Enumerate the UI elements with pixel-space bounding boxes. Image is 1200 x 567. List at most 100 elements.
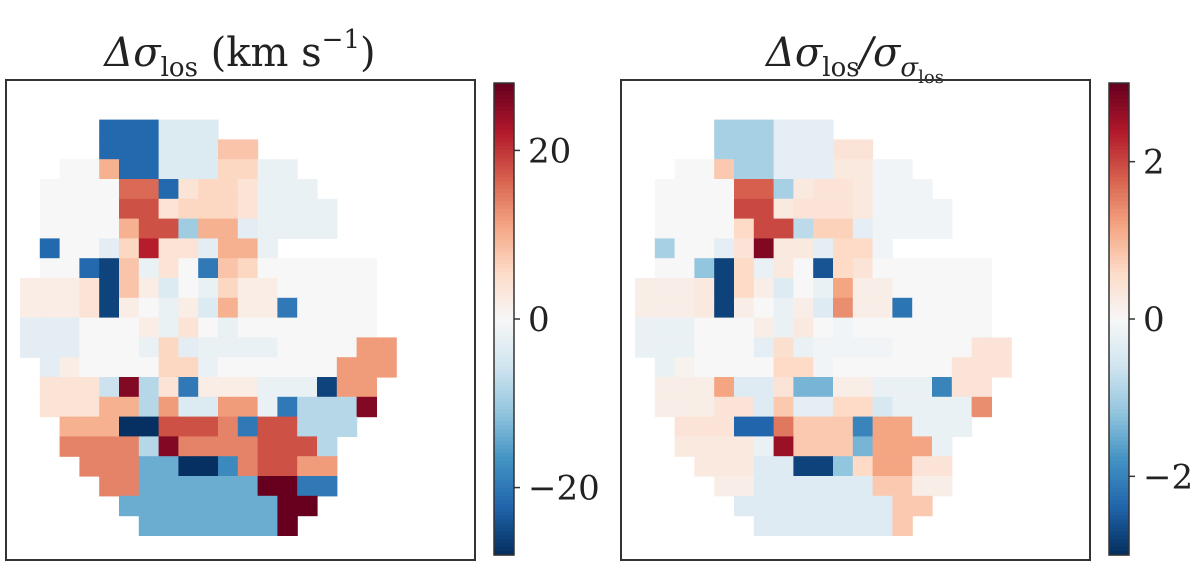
colorbar-segment — [1109, 165, 1129, 171]
heatmap-cell — [198, 258, 219, 279]
heatmap-cell — [257, 238, 278, 259]
heatmap-cell — [237, 179, 259, 200]
colorbar-segment — [494, 531, 514, 536]
heatmap-cell — [674, 436, 695, 457]
heatmap-cell — [317, 297, 338, 319]
heatmap-cell — [872, 416, 893, 437]
heatmap-cell — [734, 436, 755, 457]
heatmap-cell — [694, 218, 715, 239]
heatmap-cell — [218, 456, 239, 477]
heatmap-cell — [218, 198, 239, 220]
heatmap-cell — [218, 357, 239, 378]
heatmap-cell — [99, 119, 120, 140]
heatmap-cell — [59, 218, 80, 239]
heatmap-cell — [773, 198, 794, 220]
colorbar-segment — [1109, 134, 1129, 139]
heatmap-cell — [317, 258, 338, 279]
heatmap-cell — [317, 317, 338, 338]
heatmap-cell — [793, 119, 814, 140]
title-right-subsub: los — [918, 67, 944, 88]
heatmap-cell — [198, 476, 219, 497]
heatmap-cell — [277, 515, 298, 536]
colorbar-segment — [1109, 334, 1129, 340]
heatmap-cell — [178, 357, 199, 378]
heatmap-cell — [297, 495, 318, 517]
colorbar-segment — [494, 267, 514, 273]
colorbar-segment — [494, 342, 514, 348]
heatmap-cell — [872, 515, 893, 536]
title-right-sub: los — [822, 53, 859, 83]
heatmap-cell — [198, 515, 219, 536]
heatmap-cell — [932, 396, 953, 418]
heatmap-cell — [79, 297, 100, 319]
colorbar-segment — [494, 98, 514, 104]
heatmap-cell — [813, 297, 834, 319]
heatmap-cell — [119, 337, 140, 358]
colorbar-segment — [494, 405, 514, 411]
colorbar-segment — [494, 381, 514, 387]
colorbar-segment — [494, 366, 514, 371]
heatmap-cell — [59, 436, 80, 457]
colorbar-segment — [1109, 185, 1129, 190]
heatmap-cell — [932, 198, 953, 220]
colorbar-segment — [494, 110, 514, 116]
colorbar-segment — [494, 519, 514, 525]
heatmap-cell — [714, 238, 735, 259]
colorbar-segment — [494, 503, 514, 509]
heatmap-cell — [99, 416, 120, 437]
colorbar-segment — [1109, 496, 1129, 501]
heatmap-cell — [178, 218, 199, 239]
colorbar-segment — [1109, 511, 1129, 517]
colorbar-segment — [1109, 350, 1129, 355]
heatmap-cell — [79, 258, 100, 279]
heatmap-cell — [119, 119, 140, 140]
colorbar-segment — [1109, 118, 1129, 123]
heatmap-cell — [138, 218, 160, 239]
colorbar-segment — [1109, 90, 1129, 96]
heatmap-cell — [138, 179, 160, 200]
heatmap-cell — [734, 495, 755, 517]
heatmap-cell — [198, 278, 219, 299]
heatmap-cell — [158, 515, 179, 536]
colorbar-segment — [1109, 204, 1129, 210]
colorbar-segment — [1109, 283, 1129, 289]
colorbar-segment — [1109, 322, 1129, 328]
heatmap-cell — [753, 238, 775, 259]
colorbar-segment — [494, 429, 514, 434]
heatmap-right — [635, 119, 1012, 536]
heatmap-cell — [892, 198, 913, 220]
colorbar-segment — [494, 444, 514, 450]
colorbar-segment — [494, 496, 514, 501]
heatmap-cell — [892, 416, 913, 437]
heatmap-cell — [813, 238, 834, 259]
heatmap-cell — [932, 278, 953, 299]
heatmap-cell — [317, 357, 338, 378]
heatmap-cell — [198, 436, 219, 457]
heatmap-cell — [872, 357, 893, 378]
heatmap-cell — [833, 198, 854, 220]
heatmap-left — [20, 119, 397, 536]
heatmap-cell — [753, 377, 775, 398]
heatmap-cell — [79, 337, 100, 358]
heatmap-cell — [257, 357, 278, 378]
heatmap-cell — [813, 476, 834, 497]
heatmap-cell — [793, 198, 814, 220]
heatmap-cell — [912, 179, 933, 200]
heatmap-cell — [158, 396, 179, 418]
colorbar-segment — [1109, 527, 1129, 532]
heatmap-cell — [158, 297, 179, 319]
heatmap-cell — [178, 495, 199, 517]
colorbar-tick-label: −20 — [528, 469, 600, 509]
colorbar-segment — [1109, 535, 1129, 540]
colorbar-segment — [1109, 279, 1129, 285]
heatmap-cell — [892, 159, 913, 180]
heatmap-cell — [971, 258, 992, 279]
heatmap-cell — [872, 238, 893, 259]
heatmap-cell — [734, 396, 755, 418]
heatmap-cell — [158, 337, 179, 358]
heatmap-cell — [971, 337, 992, 358]
heatmap-cell — [892, 218, 913, 239]
heatmap-cell — [257, 278, 278, 299]
heatmap-cell — [317, 198, 338, 220]
colorbar-segment — [1109, 547, 1129, 552]
